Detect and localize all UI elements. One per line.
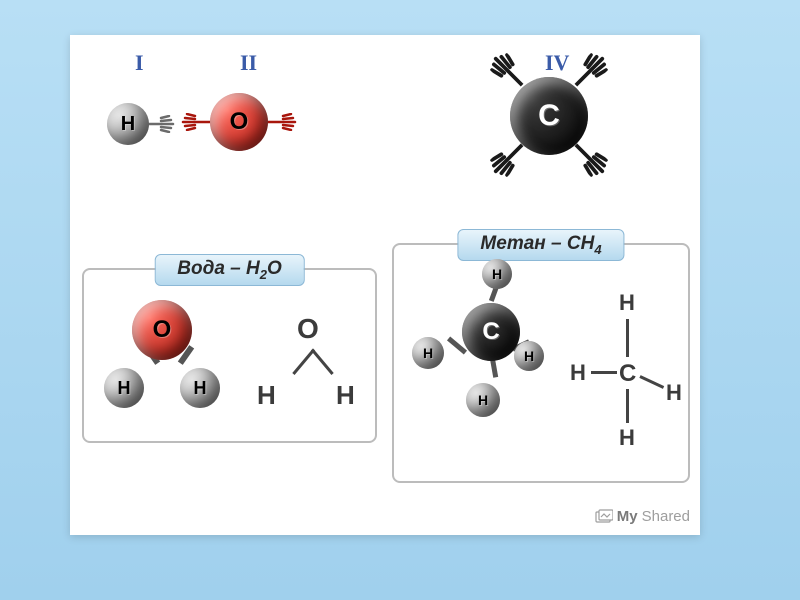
- atom-label: H: [118, 378, 131, 399]
- struct-atom: C: [619, 360, 636, 388]
- atom-label: H: [121, 113, 135, 136]
- title-sub: 4: [594, 242, 601, 257]
- section-methane: Метан – CH4 C H H H H H: [392, 243, 690, 483]
- atom-hydrogen: H: [412, 337, 444, 369]
- atom-label: H: [194, 378, 207, 399]
- bond: [639, 375, 664, 389]
- hand-icon: [180, 113, 212, 131]
- struct-atom: O: [297, 313, 319, 345]
- title-suffix: O: [267, 258, 282, 279]
- struct-atom: H: [619, 290, 635, 316]
- diagram-canvas: I II IV H O C Вода – H2O: [70, 35, 700, 535]
- watermark: MyShared: [595, 508, 690, 525]
- atom-hydrogen: H: [482, 259, 512, 289]
- bond: [311, 349, 334, 375]
- atom-label: H: [478, 392, 488, 408]
- hand-icon: [266, 113, 298, 131]
- section-title-water: Вода – H2O: [154, 254, 305, 286]
- title-text: Вода – H: [177, 258, 260, 279]
- section-water: Вода – H2O O H H O H H: [82, 268, 377, 443]
- atom-label: O: [153, 316, 172, 344]
- roman-2: II: [240, 50, 257, 76]
- atom-hydrogen-top: H: [107, 103, 149, 145]
- atom-label: H: [492, 266, 502, 282]
- atom-label: C: [538, 99, 560, 133]
- title-sub: 2: [260, 267, 267, 282]
- title-text: Метан – CH: [480, 233, 594, 254]
- atom-carbon: C: [462, 303, 520, 361]
- struct-atom: H: [666, 380, 682, 406]
- struct-atom: H: [619, 425, 635, 451]
- atom-hydrogen: H: [180, 368, 220, 408]
- bond: [626, 389, 629, 423]
- struct-atom: H: [570, 360, 586, 386]
- roman-4: IV: [545, 50, 569, 76]
- roman-1: I: [135, 50, 144, 76]
- watermark-light: Shared: [642, 508, 690, 525]
- hand-icon: [145, 115, 175, 133]
- struct-atom: H: [257, 380, 276, 411]
- section-title-methane: Метан – CH4: [457, 229, 624, 261]
- atom-hydrogen: H: [466, 383, 500, 417]
- watermark-bold: My: [617, 508, 638, 525]
- atom-label: O: [230, 108, 249, 136]
- struct-atom: H: [336, 380, 355, 411]
- atom-oxygen: O: [132, 300, 192, 360]
- atom-hydrogen: H: [104, 368, 144, 408]
- bond: [591, 371, 617, 374]
- atom-label: H: [524, 348, 534, 364]
- atom-carbon-top: C: [510, 77, 588, 155]
- atom-label: C: [482, 318, 499, 346]
- atom-hydrogen: H: [514, 341, 544, 371]
- atom-oxygen-top: O: [210, 93, 268, 151]
- bond: [626, 319, 629, 357]
- watermark-icon: [595, 509, 613, 525]
- atom-label: H: [423, 345, 433, 361]
